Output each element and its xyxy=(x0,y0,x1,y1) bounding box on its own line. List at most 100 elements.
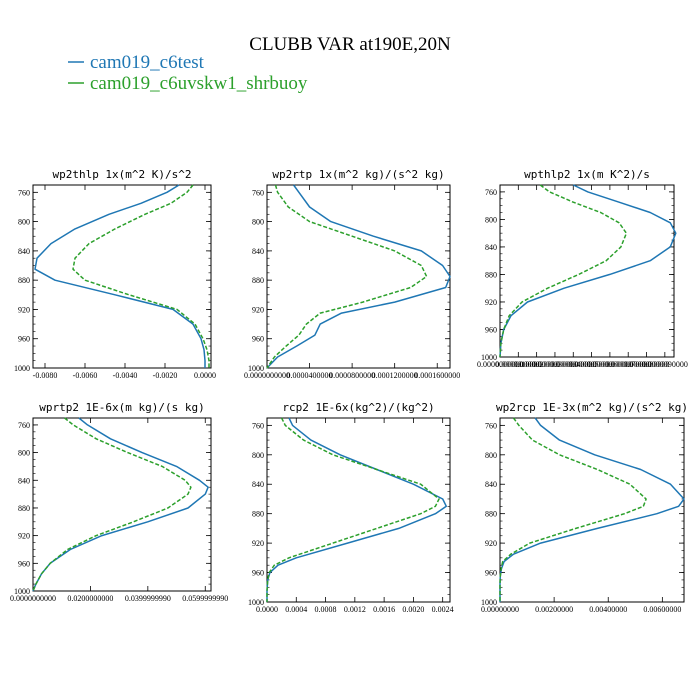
x-tick-label: 0.0000040000 xyxy=(550,360,596,369)
panels: wp2thlp 1x(m^2 K)/s^2 760 800 840 880 920 960 1… xyxy=(10,168,688,614)
x-tick-label: 0.0000 xyxy=(256,605,278,614)
series-line-2 xyxy=(499,417,647,602)
legend-label-1: cam019_c6test xyxy=(90,52,205,73)
y-tick-label: 840 xyxy=(18,247,30,256)
x-tick-label: 0.0000010000 xyxy=(495,360,541,369)
x-tick-label: 0.0024 xyxy=(432,605,454,614)
plot-frame xyxy=(266,184,451,369)
plot-frame xyxy=(266,417,451,603)
y-tick-label: 920 xyxy=(18,305,30,314)
series-line-2 xyxy=(266,417,440,602)
y-tick-label: 760 xyxy=(252,421,264,430)
panel-5: rcp2 1E-6x(kg^2)/(kg^2) 760 800 840 880 920 96… xyxy=(248,401,454,614)
plot-frame xyxy=(32,184,212,369)
x-tick-label: 0.0000400000 xyxy=(287,371,333,380)
y-tick-label: 960 xyxy=(485,569,497,578)
x-tick-label: 0.0000000000 xyxy=(477,360,523,369)
x-tick-label: 0.0008 xyxy=(315,605,337,614)
x-tick-label: 0.0001600000 xyxy=(414,371,460,380)
x-tick-label: -0.0040 xyxy=(113,371,138,380)
series-line-1 xyxy=(499,417,685,602)
y-tick-label: 800 xyxy=(485,451,497,460)
series-line-1 xyxy=(34,184,206,368)
y-tick-label: 880 xyxy=(252,276,264,285)
y-tick-label: 840 xyxy=(252,480,264,489)
y-tick-label: 840 xyxy=(18,476,30,485)
y-tick-label: 880 xyxy=(252,510,264,519)
figure-title: CLUBB VAR at190E,20N xyxy=(249,34,451,55)
x-tick-label: -0.0020 xyxy=(153,371,178,380)
y-tick-label: 760 xyxy=(18,188,30,197)
y-tick-label: 960 xyxy=(252,569,264,578)
x-tick-label: 0.00000000 xyxy=(481,605,519,614)
x-tick-label: -0.0060 xyxy=(73,371,98,380)
y-tick-label: 760 xyxy=(18,421,30,430)
y-tick-label: 880 xyxy=(18,276,30,285)
plot-frame xyxy=(499,184,675,358)
panel-title: wp2rtp 1x(m^2 kg)/(s^2 kg) xyxy=(272,168,444,181)
y-tick-label: 760 xyxy=(485,421,497,430)
y-tick-label: 1000 xyxy=(14,364,30,373)
x-tick-label: 0.00400000 xyxy=(589,605,627,614)
series-line-1 xyxy=(266,417,448,602)
x-tick-label: 0.0200000000 xyxy=(67,594,113,603)
panel-3: wpthlp2 1x(m K^2)/s 760 800 840 880 920 960 100… xyxy=(477,168,688,369)
y-tick-label: 760 xyxy=(485,188,497,197)
y-tick-label: 920 xyxy=(18,532,30,541)
x-tick-label: 0.0016 xyxy=(373,605,395,614)
x-tick-label: 0.0000030000 xyxy=(532,360,578,369)
y-tick-label: 800 xyxy=(252,451,264,460)
panel-1: wp2thlp 1x(m^2 K)/s^2 760 800 840 880 920 960 1… xyxy=(14,168,216,380)
panel-title: wprtp2 1E-6x(m kg)/(s kg) xyxy=(39,401,205,414)
series-line-2 xyxy=(266,184,428,369)
panel-4: wprtp2 1E-6x(m kg)/(s kg) 760 800 840 880 920… xyxy=(10,401,228,603)
y-tick-label: 800 xyxy=(18,218,30,227)
series-line-2 xyxy=(32,417,192,592)
panel-title: wp2rcp 1E-3x(m^2 kg)/(s^2 kg) xyxy=(496,401,688,414)
y-tick-label: 840 xyxy=(485,243,497,252)
x-tick-label: 0.0012 xyxy=(344,605,366,614)
y-tick-label: 840 xyxy=(252,247,264,256)
y-tick-label: 880 xyxy=(485,510,497,519)
x-tick-label: 0.0001200000 xyxy=(372,371,418,380)
x-tick-label: 0.0020 xyxy=(402,605,424,614)
plot-frame xyxy=(499,417,685,603)
x-tick-label: 0.0000000000 xyxy=(244,371,290,380)
y-tick-label: 920 xyxy=(485,539,497,548)
x-tick-label: 0.0000020000 xyxy=(514,360,560,369)
x-tick-label: 0.0000050000 xyxy=(569,360,615,369)
legend: cam019_c6test cam019_c6uvskw1_shrbuoy xyxy=(68,52,308,94)
series-line-2 xyxy=(72,184,210,368)
x-tick-label: 0.0599999990 xyxy=(182,594,228,603)
y-tick-label: 880 xyxy=(18,504,30,513)
x-tick-label: 0.0399999990 xyxy=(125,594,171,603)
y-tick-label: 960 xyxy=(18,559,30,568)
plot-frame xyxy=(32,417,212,592)
panel-6: wp2rcp 1E-3x(m^2 kg)/(s^2 kg) 760 800 840 88… xyxy=(481,401,688,614)
y-tick-label: 800 xyxy=(485,215,497,224)
y-tick-label: 1000 xyxy=(14,587,30,596)
x-tick-label: -0.0080 xyxy=(33,371,58,380)
x-tick-label: 0.0004 xyxy=(285,605,307,614)
series-line-2 xyxy=(499,184,628,358)
x-tick-label: 0.0000800000 xyxy=(329,371,375,380)
x-tick-label: 0.0000070000 xyxy=(605,360,651,369)
x-tick-label: 0.0000080000 xyxy=(624,360,670,369)
x-tick-label: 0.0000000000 xyxy=(10,594,56,603)
y-tick-label: 800 xyxy=(252,218,264,227)
series-line-1 xyxy=(499,184,677,358)
y-tick-label: 1000 xyxy=(248,364,264,373)
x-tick-label: 0.00600000 xyxy=(643,605,681,614)
x-tick-label: 0.0000 xyxy=(194,371,216,380)
panel-title: rcp2 1E-6x(kg^2)/(kg^2) xyxy=(282,401,434,414)
y-tick-label: 960 xyxy=(252,335,264,344)
panel-title: wp2thlp 1x(m^2 K)/s^2 xyxy=(52,168,191,181)
y-tick-label: 760 xyxy=(252,188,264,197)
y-tick-label: 880 xyxy=(485,270,497,279)
y-tick-label: 800 xyxy=(18,449,30,458)
panel-title: wpthlp2 1x(m K^2)/s xyxy=(524,168,650,181)
panel-2: wp2rtp 1x(m^2 kg)/(s^2 kg) 760 800 840 880 92… xyxy=(244,168,460,380)
y-tick-label: 960 xyxy=(485,325,497,334)
y-tick-label: 920 xyxy=(252,305,264,314)
